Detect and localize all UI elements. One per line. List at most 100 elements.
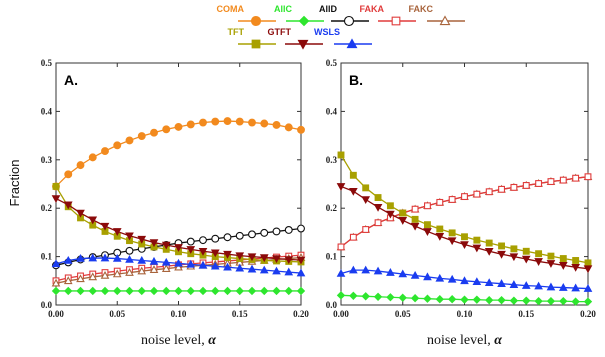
- x-tick-label: 0.10: [457, 309, 473, 319]
- data-point: [161, 241, 171, 250]
- data-point: [113, 286, 122, 296]
- data-point: [235, 117, 244, 126]
- x-tick-label: 0.00: [333, 309, 349, 319]
- data-point: [150, 128, 158, 137]
- x-tick-label: 0.20: [293, 309, 309, 319]
- data-point: [63, 255, 73, 264]
- legend-label: AllD: [319, 4, 338, 14]
- data-point: [336, 183, 346, 191]
- data-point: [447, 274, 457, 283]
- data-point: [198, 248, 208, 256]
- data-point: [272, 255, 281, 264]
- data-point: [423, 294, 432, 303]
- data-point: [149, 265, 159, 273]
- data-point: [461, 193, 468, 201]
- data-point: [198, 260, 208, 269]
- data-point: [485, 239, 493, 247]
- legend-entry-gtft: GTFT: [268, 27, 323, 50]
- data-point: [448, 229, 456, 237]
- data-point: [297, 125, 305, 134]
- data-point: [125, 254, 134, 263]
- y-axis-title: Fraction: [7, 160, 22, 207]
- y-tick-label: 0.0: [326, 300, 338, 310]
- legend-label: TFT: [228, 27, 245, 37]
- data-point: [112, 269, 122, 278]
- data-point: [447, 295, 457, 304]
- data-point: [498, 185, 505, 193]
- y-tick-label: 0.5: [41, 58, 53, 68]
- data-point: [583, 284, 593, 292]
- data-point: [100, 286, 110, 296]
- legend-marker: [346, 38, 358, 49]
- data-point: [461, 233, 468, 241]
- x-tick-label: 0.00: [48, 309, 64, 319]
- panel-label: B.: [349, 72, 363, 88]
- data-point: [373, 203, 383, 212]
- data-point: [398, 217, 408, 225]
- data-point: [76, 274, 85, 283]
- data-point: [472, 277, 482, 286]
- data-point: [272, 286, 281, 296]
- panel-a: 0.00 0.05 0.10 0.15 0.20 0.0 0.1 0.2 0.3 0.4 0.5 A.…: [41, 58, 310, 348]
- data-point: [472, 244, 482, 253]
- data-point: [247, 264, 257, 273]
- data-point: [546, 296, 556, 306]
- data-point: [336, 269, 346, 277]
- legend-entry-allc: AllC: [274, 4, 324, 27]
- data-point: [174, 258, 183, 267]
- data-point: [186, 237, 195, 246]
- data-point: [424, 221, 431, 229]
- data-point: [337, 243, 345, 251]
- data-point: [410, 270, 420, 279]
- data-point: [260, 286, 269, 296]
- data-point: [125, 232, 134, 241]
- data-point: [296, 268, 306, 277]
- x-axis-title: noise level, α: [427, 333, 502, 348]
- data-point: [149, 239, 159, 248]
- y-tick-label: 0.0: [41, 300, 53, 310]
- legend-label: WSLS: [314, 27, 340, 37]
- data-point: [534, 258, 543, 266]
- legend-marker: [251, 39, 261, 49]
- data-point: [162, 125, 171, 134]
- data-point: [137, 132, 146, 141]
- data-point: [485, 188, 493, 196]
- legend-label: FAKA: [360, 4, 385, 14]
- data-point: [362, 184, 370, 192]
- data-point: [51, 278, 61, 287]
- data-point: [137, 255, 147, 264]
- data-point: [223, 117, 232, 126]
- data-point: [260, 119, 269, 128]
- legend-marker: [250, 15, 262, 27]
- data-point: [272, 121, 281, 129]
- data-point: [362, 226, 370, 233]
- data-point: [235, 252, 245, 261]
- y-tick-label: 0.3: [326, 155, 338, 165]
- data-point: [361, 292, 370, 301]
- data-point: [296, 286, 306, 296]
- data-point: [113, 141, 122, 150]
- data-point: [247, 253, 257, 262]
- data-point: [125, 268, 134, 276]
- data-point: [521, 281, 531, 289]
- legend-entry-faka: FAKA: [360, 4, 416, 26]
- data-point: [223, 233, 232, 242]
- data-point: [259, 254, 269, 263]
- data-point: [210, 261, 220, 270]
- panel-label: A.: [64, 72, 78, 88]
- legend-entry-alld: AllD: [319, 4, 369, 27]
- data-point: [174, 262, 183, 271]
- data-point: [235, 286, 244, 296]
- data-point: [534, 281, 543, 290]
- data-point: [373, 266, 383, 275]
- data-point: [435, 233, 445, 241]
- data-point: [223, 262, 232, 271]
- data-point: [125, 286, 134, 296]
- data-point: [199, 118, 207, 127]
- data-point: [571, 297, 580, 306]
- data-point: [584, 259, 592, 267]
- data-point: [435, 273, 445, 282]
- data-point: [296, 256, 306, 265]
- data-point: [498, 242, 505, 250]
